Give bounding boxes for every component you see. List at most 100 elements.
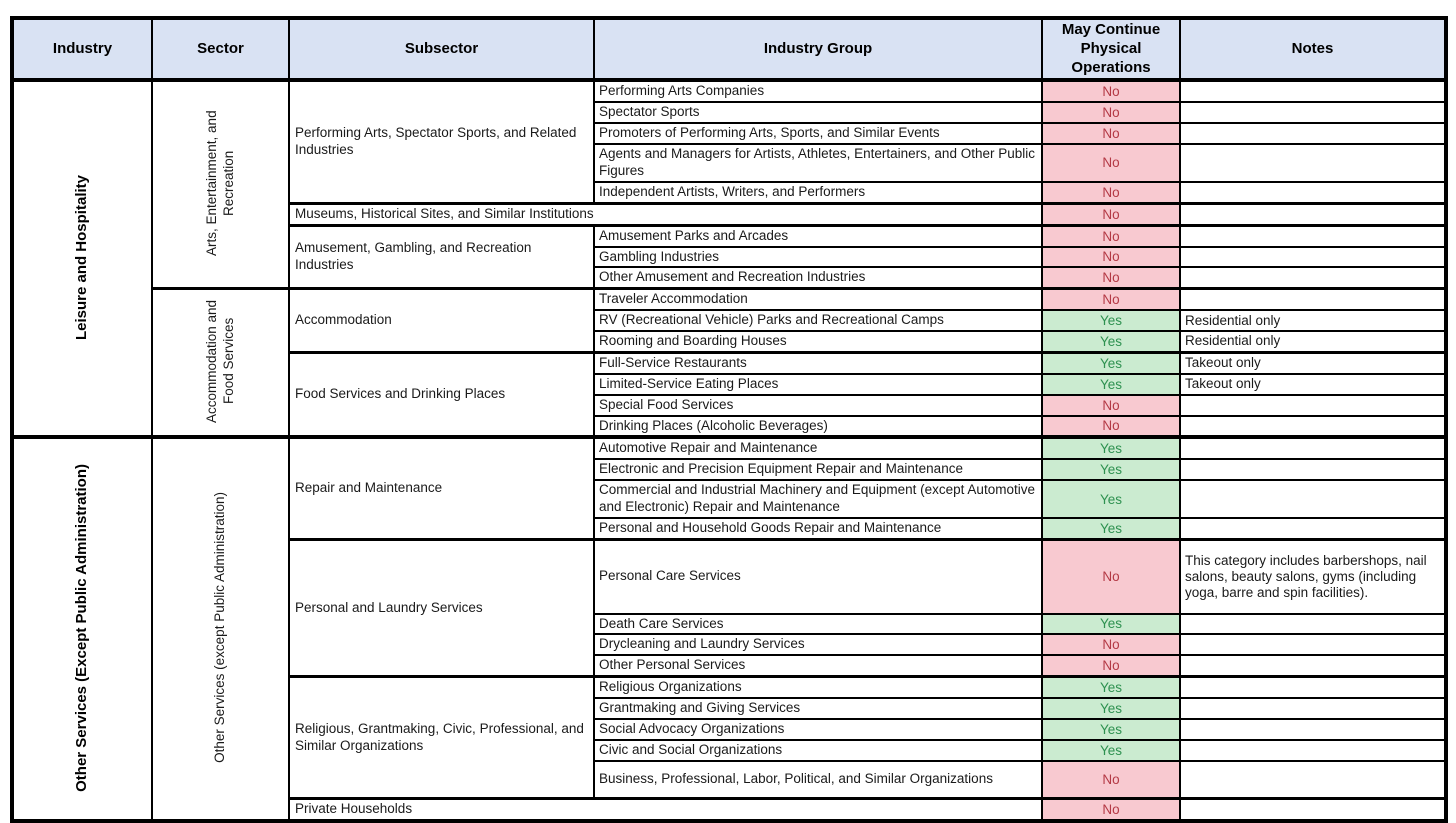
industry-group-cell: Grantmaking and Giving Services xyxy=(593,697,1043,720)
industry-group-cell: Traveler Accommodation xyxy=(593,287,1043,312)
col-header-may-continue-physical-operations: May Continue Physical Operations xyxy=(1041,16,1181,83)
table-header: Industry Sector Subsector Industry Group… xyxy=(11,16,1447,83)
notes-cell xyxy=(1179,201,1447,227)
operations-cell: No xyxy=(1041,180,1181,205)
industry-group-cell: Automotive Repair and Maintenance xyxy=(593,435,1043,461)
industry-group-cell: Personal Care Services xyxy=(593,538,1043,615)
operations-cell: No xyxy=(1041,797,1181,823)
sector-cell-label: Arts, Entertainment, and Recreation xyxy=(203,110,236,257)
table-row: Leisure and Hospitality Arts, Entertainme… xyxy=(11,79,1447,439)
col-header-industry-group: Industry Group xyxy=(593,16,1043,83)
industry-group-cell: Limited-Service Eating Places xyxy=(593,372,1043,396)
operations-cell: No xyxy=(1041,142,1181,183)
operations-cell: Yes xyxy=(1041,479,1181,520)
table-row: Food Services and Drinking Places Full-Se… xyxy=(12,350,1447,439)
table-row: RV (Recreational Vehicle) Parks and Recr… xyxy=(12,309,1447,332)
subsector-cell: Food Services and Drinking Places xyxy=(288,350,595,439)
sector-cell: Arts, Entertainment, and Recreation xyxy=(151,79,290,290)
table-body: Leisure and Hospitality Arts, Entertainme… xyxy=(11,79,1447,823)
operations-cell: No xyxy=(1041,223,1181,248)
operations-cell: Yes xyxy=(1041,435,1181,461)
table-row: Spectator Sports No xyxy=(12,101,1447,124)
notes-cell xyxy=(1179,675,1447,700)
operations-cell: Yes xyxy=(1041,458,1181,482)
operations-cell: No xyxy=(1041,393,1181,417)
table-row: Limited-Service Eating Places Yes Takeout … xyxy=(12,372,1447,396)
table-row: Religious, Grantmaking, Civic, Professio… xyxy=(12,675,1447,800)
notes-cell: Takeout only xyxy=(1179,372,1447,396)
industry-group-cell: Drycleaning and Laundry Services xyxy=(593,633,1043,657)
industry-group-cell: Drinking Places (Alcoholic Beverages) xyxy=(593,414,1043,439)
notes-cell xyxy=(1179,759,1447,800)
notes-cell xyxy=(1179,738,1447,762)
industry-group-cell: Performing Arts Companies xyxy=(593,79,1043,104)
operations-cell: No xyxy=(1041,287,1181,312)
table-row: Accommodation and Food Services Accommoda… xyxy=(12,287,1447,439)
table-row: Agents and Managers for Artists, Athlete… xyxy=(12,142,1447,183)
table-row: Amusement, Gambling, and Recreation Indu… xyxy=(12,223,1447,290)
industry-group-cell: Spectator Sports xyxy=(593,101,1043,124)
notes-cell xyxy=(1179,245,1447,269)
notes-cell: Residential only xyxy=(1179,329,1447,354)
table-row: Independent Artists, Writers, and Perfor… xyxy=(12,180,1447,205)
table-row: Drinking Places (Alcoholic Beverages) No xyxy=(12,414,1447,439)
table-row: Other Personal Services No xyxy=(12,654,1447,678)
industry-group-cell: Other Amusement and Recreation Industrie… xyxy=(593,266,1043,290)
industry-group-cell: Full-Service Restaurants xyxy=(593,350,1043,375)
industry-group-cell: Religious Organizations xyxy=(593,675,1043,700)
industry-group-cell: Promoters of Performing Arts, Sports, an… xyxy=(593,122,1043,145)
sector-cell-label: Accommodation and Food Services xyxy=(203,299,236,423)
table-row: Personal and Household Goods Repair and … xyxy=(12,517,1447,541)
industry-group-cell: Other Personal Services xyxy=(593,654,1043,678)
operations-cell: No xyxy=(1041,759,1181,800)
operations-cell: No xyxy=(1041,266,1181,290)
notes-cell xyxy=(1179,479,1447,520)
notes-cell xyxy=(1179,612,1447,636)
table-row: Private Households No xyxy=(12,797,1447,823)
operations-cell: Yes xyxy=(1041,697,1181,720)
notes-cell xyxy=(1179,458,1447,482)
operations-cell: No xyxy=(1041,633,1181,657)
industry-group-cell: Commercial and Industrial Machinery and … xyxy=(593,479,1043,520)
notes-cell xyxy=(1179,223,1447,248)
table-row: Rooming and Boarding Houses Yes Residentia… xyxy=(12,329,1447,354)
industry-group-cell: Personal and Household Goods Repair and … xyxy=(593,517,1043,541)
subsector-cell: Private Households xyxy=(288,797,1043,823)
operations-cell: No xyxy=(1041,201,1181,227)
operations-cell: Yes xyxy=(1041,372,1181,396)
operations-cell: Yes xyxy=(1041,309,1181,332)
notes-cell xyxy=(1179,142,1447,183)
table-row: Civic and Social Organizations Yes xyxy=(12,738,1447,762)
notes-cell xyxy=(1179,101,1447,124)
industry-cell-label: Other Services (Except Public Administra… xyxy=(73,463,91,792)
table-row: Social Advocacy Organizations Yes xyxy=(12,717,1447,741)
operations-cell: No xyxy=(1041,414,1181,439)
industry-group-cell: Agents and Managers for Artists, Athlete… xyxy=(593,142,1043,183)
sector-cell: Other Services (except Public Administra… xyxy=(151,435,290,822)
table-row: Electronic and Precision Equipment Repai… xyxy=(12,458,1447,482)
col-header-sector: Sector xyxy=(151,16,290,83)
notes-cell xyxy=(1179,697,1447,720)
industry-group-cell: Independent Artists, Writers, and Perfor… xyxy=(593,180,1043,205)
table-row: Promoters of Performing Arts, Sports, an… xyxy=(12,122,1447,145)
subsector-cell: Personal and Laundry Services xyxy=(288,537,595,678)
subsector-cell: Repair and Maintenance xyxy=(288,435,595,541)
table-row: Drycleaning and Laundry Services No xyxy=(12,633,1447,657)
operations-cell: No xyxy=(1041,79,1181,104)
table-row: Grantmaking and Giving Services Yes xyxy=(12,697,1447,720)
table-row: Special Food Services No xyxy=(12,393,1447,417)
operations-cell: Yes xyxy=(1041,717,1181,741)
industry-group-cell: Amusement Parks and Arcades xyxy=(593,223,1043,248)
operations-cell: Yes xyxy=(1041,675,1181,700)
col-header-notes: Notes xyxy=(1179,16,1447,83)
subsector-cell: Performing Arts, Spectator Sports, and R… xyxy=(288,79,595,205)
industry-cell-label: Leisure and Hospitality xyxy=(73,174,91,340)
notes-cell xyxy=(1179,122,1447,145)
operations-cell: Yes xyxy=(1041,350,1181,375)
industry-group-cell: Electronic and Precision Equipment Repai… xyxy=(593,458,1043,482)
notes-cell xyxy=(1179,287,1447,312)
operations-cell: Yes xyxy=(1041,329,1181,354)
operations-cell: Yes xyxy=(1041,612,1181,636)
industry-group-cell: Rooming and Boarding Houses xyxy=(593,329,1043,354)
notes-cell xyxy=(1179,180,1447,205)
